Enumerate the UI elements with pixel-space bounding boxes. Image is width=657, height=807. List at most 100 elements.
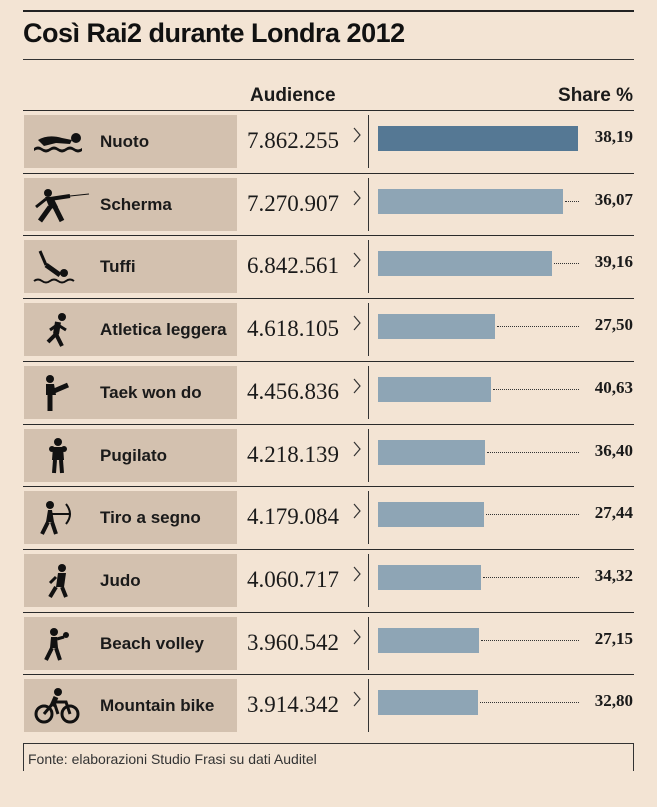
dotted-leader <box>487 451 579 453</box>
audience-bar <box>378 690 478 716</box>
source-right-rule <box>633 743 634 771</box>
diver-icon <box>26 249 90 285</box>
fencer-icon <box>26 187 90 223</box>
chart-title: Così Rai2 durante Londra 2012 <box>23 18 405 48</box>
audience-value: 6.842.561 <box>247 253 339 279</box>
category-label: Atletica leggera <box>100 320 227 340</box>
chevron-right-icon <box>353 127 361 143</box>
audience-value: 4.456.836 <box>247 378 339 404</box>
share-value: 27,44 <box>594 503 633 523</box>
taekwondo-icon <box>26 374 90 411</box>
share-column-header: Share % <box>558 85 633 106</box>
column-divider <box>368 177 369 231</box>
column-divider <box>368 365 369 419</box>
audience-bar <box>378 439 485 465</box>
audience-bar <box>378 126 578 151</box>
dotted-leader <box>554 263 579 265</box>
chevron-right-icon <box>353 378 361 394</box>
audience-bar <box>378 564 481 590</box>
chart-row: Judo 4.060.717 34,32 <box>23 548 634 607</box>
share-value: 39,16 <box>594 252 633 272</box>
source-top-rule <box>23 743 634 744</box>
chevron-right-icon <box>353 566 361 582</box>
audience-value: 7.862.255 <box>247 128 339 153</box>
audience-value: 3.960.542 <box>247 629 339 655</box>
column-divider <box>368 679 369 733</box>
share-value: 32,80 <box>594 691 633 711</box>
row-separator <box>23 611 634 613</box>
category-label: Judo <box>100 570 141 590</box>
share-value: 27,15 <box>594 628 633 648</box>
audience-bar <box>378 376 491 402</box>
dotted-leader <box>493 388 579 390</box>
audience-bar <box>378 314 495 340</box>
category-label-box: Pugilato <box>24 428 237 482</box>
column-divider <box>368 303 369 357</box>
category-label-box: Beach volley <box>24 616 237 670</box>
judo-icon <box>26 563 90 599</box>
chart-row: Beach volley 3.960.542 27,15 <box>23 611 634 670</box>
category-label: Beach volley <box>100 633 204 653</box>
category-label: Tuffi <box>100 257 136 277</box>
row-separator <box>23 172 634 174</box>
share-value: 36,07 <box>594 189 633 209</box>
audience-cell: 7.862.255 <box>237 115 365 168</box>
category-label: Pugilato <box>100 445 168 465</box>
column-divider <box>368 553 369 607</box>
title-rule <box>23 59 634 60</box>
chevron-right-icon <box>353 503 361 519</box>
source-left-rule <box>23 743 24 771</box>
chevron-right-icon <box>353 253 361 268</box>
audience-value: 4.218.139 <box>247 441 339 467</box>
archer-icon <box>26 500 90 536</box>
dotted-leader <box>497 326 579 328</box>
category-label: Scherma <box>100 194 172 214</box>
audience-column-header: Audience <box>250 85 336 106</box>
top-rule <box>23 10 634 12</box>
category-label: Nuoto <box>100 132 150 151</box>
chart-row: Tiro a segno 4.179.084 27,44 <box>23 486 634 545</box>
source-note: Fonte: elaborazioni Studio Frasi su dati… <box>28 751 317 767</box>
swimmer-icon <box>26 124 90 160</box>
share-value: 27,50 <box>594 315 633 335</box>
column-divider <box>368 491 369 545</box>
dotted-leader <box>486 514 579 516</box>
audience-value: 7.270.907 <box>247 190 339 216</box>
share-value: 38,19 <box>594 127 633 146</box>
dotted-leader <box>480 702 579 704</box>
dotted-leader <box>565 200 579 202</box>
column-divider <box>368 240 369 294</box>
runner-icon <box>26 312 90 348</box>
chart-row: Mountain bike 3.914.342 32,80 <box>23 674 634 733</box>
column-divider <box>368 616 369 670</box>
row-separator <box>23 674 634 676</box>
audience-bar <box>378 502 484 528</box>
audience-value: 3.914.342 <box>247 692 339 718</box>
chevron-right-icon <box>353 315 361 331</box>
audience-cell: 4.179.084 <box>237 491 365 544</box>
audience-cell: 6.842.561 <box>237 240 365 293</box>
chevron-right-icon <box>353 691 361 707</box>
audience-value: 4.179.084 <box>247 504 339 530</box>
audience-cell: 4.618.105 <box>237 303 365 356</box>
category-label-box: Judo <box>24 553 237 607</box>
category-label-box: Tiro a segno <box>24 491 237 545</box>
chart-row: Pugilato 4.218.139 36,40 <box>23 423 634 482</box>
category-label-box: Mountain bike <box>24 679 237 733</box>
audience-cell: 4.218.139 <box>237 429 365 482</box>
row-separator <box>23 548 634 550</box>
dotted-leader <box>483 576 579 578</box>
boxer-icon <box>26 437 90 474</box>
audience-value: 4.618.105 <box>247 316 339 342</box>
category-label-box: Tuffi <box>24 240 237 294</box>
audience-cell: 3.960.542 <box>237 617 365 670</box>
share-value: 40,63 <box>594 377 633 397</box>
category-label: Taek won do <box>100 382 202 402</box>
row-separator <box>23 110 634 111</box>
audience-bar <box>378 627 479 653</box>
row-separator <box>23 298 634 300</box>
column-divider <box>368 115 369 168</box>
share-value: 34,32 <box>594 565 633 585</box>
row-separator <box>23 360 634 362</box>
dotted-leader <box>481 639 579 641</box>
